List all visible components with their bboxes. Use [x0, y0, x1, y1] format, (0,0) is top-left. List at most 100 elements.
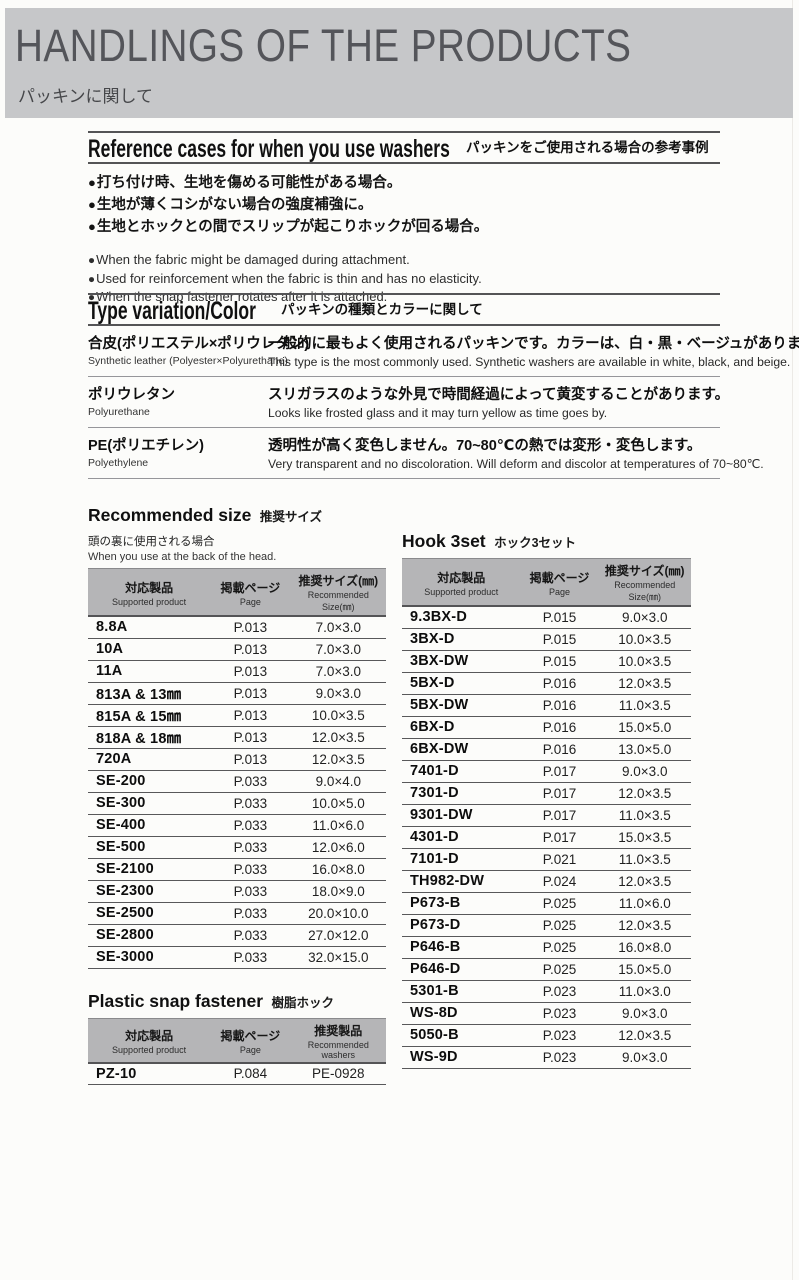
- product-cell: 11A: [88, 660, 211, 683]
- size-cell: 12.0×3.5: [598, 914, 691, 937]
- header-ja: 推奨サイズ(㎜): [604, 564, 685, 578]
- page-cell: P.016: [520, 694, 599, 717]
- header-supported-product: 対応製品 Supported product: [88, 569, 210, 617]
- size-cell: 9.0×3.0: [598, 760, 691, 783]
- size-cell: 16.0×8.0: [290, 858, 386, 881]
- type-row-polyethylene: PE(ポリエチレン) Polyethylene 透明性が高く変色しません。70~…: [88, 428, 764, 479]
- page-cell: P.033: [210, 814, 291, 837]
- header-ja: 掲載ページ: [220, 1028, 281, 1043]
- type-name: 合皮(ポリエステル×ポリウレタン) Synthetic leather (Pol…: [88, 332, 309, 369]
- product-cell: 818A & 18㎜: [88, 726, 211, 749]
- table-row: 6BX-DW P.016 13.0×5.0: [402, 738, 691, 761]
- product-cell: 7301-D: [402, 782, 521, 805]
- type-row-polyurethane: ポリウレタン Polyurethane スリガラスのような外見で時間経過によって…: [88, 377, 729, 428]
- type-desc-ja: 透明性が高く変色しません。70~80℃の熱では変形・変色します。: [268, 438, 702, 454]
- table-row: P673-D P.025 12.0×3.5: [402, 914, 691, 937]
- page-cell: P.025: [520, 958, 599, 981]
- product-cell: SE-3000: [88, 946, 211, 969]
- bullet-dot-icon: ●: [88, 272, 96, 286]
- product-cell: SE-2300: [88, 880, 211, 903]
- size-cell: 9.0×3.0: [598, 1002, 691, 1025]
- bullet-item: ●Used for reinforcement when the fabric …: [88, 270, 720, 289]
- size-cell: 11.0×3.5: [598, 694, 691, 717]
- page-cell: P.033: [210, 858, 291, 881]
- header-en: Recommended Size(㎜): [307, 590, 369, 612]
- table-header-row: 対応製品 Supported product 掲載ページ Page 推奨サイズ(…: [402, 558, 692, 607]
- table-row: P673-B P.025 11.0×6.0: [402, 892, 691, 915]
- size-cell: 7.0×3.0: [290, 638, 386, 661]
- size-cell: 9.0×4.0: [290, 770, 386, 793]
- product-cell: P673-B: [402, 892, 521, 915]
- section-title-type-ja: パッキンの種類とカラーに関して: [281, 302, 483, 317]
- table-header-row: 対応製品 Supported product 掲載ページ Page 推奨製品 R…: [88, 1018, 386, 1063]
- product-cell: TH982-DW: [402, 870, 521, 893]
- page-cell: P.024: [520, 870, 599, 893]
- type-description: 透明性が高く変色しません。70~80℃の熱では変形・変色します。 Very tr…: [268, 434, 764, 471]
- page-cell: P.023: [520, 1024, 599, 1047]
- bullet-text: When the snap fastener rotates after it …: [96, 289, 388, 304]
- table-row: WS-9D P.023 9.0×3.0: [402, 1046, 691, 1069]
- table-row: 4301-D P.017 15.0×3.5: [402, 826, 691, 849]
- type-desc-en: This type is the most commonly used. Syn…: [268, 355, 791, 369]
- size-cell: 9.0×3.0: [598, 606, 691, 629]
- bullet-dot-icon: ●: [88, 219, 96, 234]
- size-cell: 10.0×3.5: [290, 704, 386, 727]
- product-cell: 720A: [88, 748, 211, 771]
- product-cell: 4301-D: [402, 826, 521, 849]
- type-name: PE(ポリエチレン) Polyethylene: [88, 434, 268, 471]
- type-description: スリガラスのような外見で時間経過によって黄変することがあります。 Looks l…: [268, 383, 729, 420]
- type-description: 一般的に最もよく使用されるパッキンです。カラーは、白・黒・ベージュがあります。 …: [268, 332, 799, 369]
- type-name-en: Polyurethane: [88, 406, 150, 418]
- bullet-text: 生地が薄くコシがない場合の強度補強に。: [96, 197, 373, 213]
- type-name-ja: PE(ポリエチレン): [88, 438, 204, 454]
- table-row: P646-B P.025 16.0×8.0: [402, 936, 691, 959]
- bullet-item: ●生地とホックとの間でスリップが起こりホックが回る場合。: [88, 216, 720, 238]
- header-recommended-size: 推奨サイズ(㎜) Recommended Size(㎜): [599, 559, 692, 607]
- header-en: Page: [239, 596, 261, 607]
- table-row: SE-200 P.033 9.0×4.0: [88, 770, 386, 793]
- header-supported-product: 対応製品 Supported product: [88, 1018, 210, 1063]
- header-recommended-size: 推奨サイズ(㎜) Recommended Size(㎜): [291, 569, 386, 617]
- type-name-en: Polyethylene: [88, 457, 149, 469]
- page-subtitle: パッキンに関して: [18, 87, 153, 106]
- bullet-text: 打ち付け時、生地を傷める可能性がある場合。: [96, 175, 402, 191]
- product-cell: 7401-D: [402, 760, 521, 783]
- table-row: 815A & 15㎜ P.013 10.0×3.5: [88, 704, 386, 727]
- product-cell: 10A: [88, 638, 211, 661]
- size-cell: 15.0×3.5: [598, 826, 691, 849]
- scan-edge-line: [792, 0, 793, 1280]
- bullet-item: ●When the fabric might be damaged during…: [88, 251, 720, 270]
- page-cell: P.033: [210, 880, 291, 903]
- table-row: SE-400 P.033 11.0×6.0: [88, 814, 386, 837]
- type-row-synthetic-leather: 合皮(ポリエステル×ポリウレタン) Synthetic leather (Pol…: [88, 326, 799, 377]
- size-cell: 9.0×3.0: [598, 1046, 691, 1069]
- table-row: 818A & 18㎜ P.013 12.0×3.5: [88, 726, 386, 749]
- page-cell: P.033: [210, 946, 291, 969]
- product-cell: SE-200: [88, 770, 211, 793]
- bullet-text: Used for reinforcement when the fabric i…: [96, 270, 482, 286]
- table-row: 5BX-DW P.016 11.0×3.5: [402, 694, 691, 717]
- size-cell: 10.0×3.5: [598, 628, 691, 651]
- size-cell: 15.0×5.0: [598, 716, 691, 739]
- bullet-dot-icon: ●: [88, 175, 96, 190]
- size-cell: 12.0×6.0: [290, 836, 386, 859]
- size-cell: 12.0×3.5: [598, 782, 691, 805]
- table-row: SE-2800 P.033 27.0×12.0: [88, 924, 386, 947]
- header-ja: 対応製品: [437, 570, 486, 585]
- table-row: SE-2100 P.033 16.0×8.0: [88, 858, 386, 881]
- header-ja: 推奨サイズ(㎜): [298, 574, 379, 588]
- table-row: SE-2500 P.033 20.0×10.0: [88, 902, 386, 925]
- size-cell: 13.0×5.0: [598, 738, 691, 761]
- product-cell: WS-8D: [402, 1002, 521, 1025]
- page-cell: P.016: [520, 716, 599, 739]
- header-ja: 掲載ページ: [220, 580, 281, 595]
- section-title-type-en: Type variation/Color: [88, 297, 256, 325]
- recommended-size-title: Recommended size 推奨サイズ: [88, 505, 386, 526]
- product-cell: 8.8A: [88, 616, 211, 639]
- page-cell: P.013: [210, 638, 291, 661]
- type-name-ja: ポリウレタン: [88, 387, 175, 403]
- page-cell: P.015: [520, 628, 599, 651]
- size-cell: 12.0×3.5: [290, 748, 386, 771]
- header-ja: 対応製品: [125, 1028, 174, 1043]
- size-cell: 12.0×3.5: [598, 870, 691, 893]
